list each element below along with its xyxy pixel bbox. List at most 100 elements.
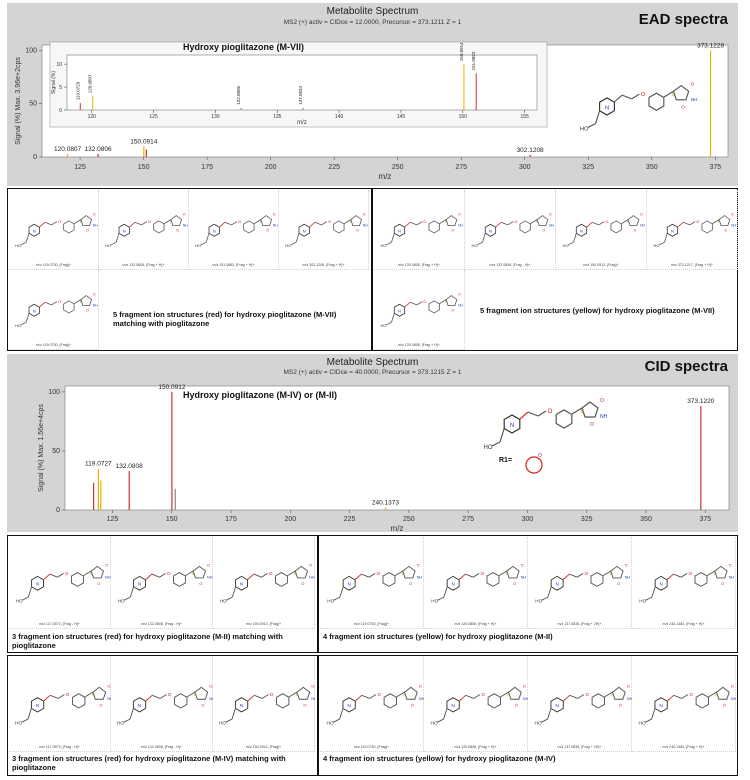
bond: [621, 219, 629, 224]
tzd-ring: [90, 565, 105, 579]
n-label: N: [671, 228, 674, 233]
bond: [651, 708, 656, 720]
bond: [673, 573, 682, 578]
nh-label: NH: [311, 696, 315, 701]
ring: [555, 409, 573, 429]
n-label: N: [213, 228, 216, 233]
bond: [595, 111, 600, 124]
bond: [44, 221, 52, 226]
nh-label: NH: [521, 576, 527, 580]
bond: [567, 241, 574, 246]
tzd-ring: [672, 84, 690, 101]
ead-red-structure: HO O S O NH O N: [105, 213, 188, 248]
ether-o: O: [696, 219, 699, 224]
nh-label: NH: [183, 223, 188, 227]
bond: [110, 241, 117, 246]
bond: [361, 573, 370, 578]
oh-label: HO: [285, 243, 291, 248]
ring: [382, 572, 396, 587]
nh-label: NH: [417, 576, 423, 580]
bond: [394, 570, 404, 577]
oh-label: HO: [327, 598, 334, 603]
nh-label: NH: [691, 97, 698, 103]
ead-inset-xtick-label: 140: [335, 114, 344, 120]
ring: [446, 575, 460, 591]
n-label: N: [555, 703, 559, 709]
s-label: S: [627, 220, 630, 224]
bond: [84, 691, 94, 698]
tzd-ring: [350, 215, 363, 226]
bond: [247, 573, 255, 580]
o-label: O: [543, 229, 546, 233]
ring: [235, 575, 248, 591]
bond: [472, 572, 480, 578]
bond: [404, 221, 411, 228]
bond: [476, 241, 483, 246]
ether-o: O: [58, 219, 61, 224]
bond: [27, 587, 32, 598]
bond: [439, 299, 447, 304]
bond: [591, 221, 599, 226]
n-label: N: [123, 228, 126, 233]
cid-mii-yellow-structure: HO O S O NH O N: [327, 563, 422, 603]
ring: [133, 575, 146, 591]
s-label: S: [296, 692, 299, 697]
tzd-ring: [260, 215, 273, 226]
ead-peak-label: 120.0807: [54, 146, 81, 153]
nh-label: NH: [107, 696, 111, 701]
nh-label: NH: [93, 303, 98, 307]
bond: [134, 221, 142, 226]
cid-xtick-label: 275: [462, 516, 474, 523]
nh-label: NH: [458, 223, 463, 227]
o-label: O: [183, 213, 186, 217]
cid-mii-yellow-cell-label: m/z 119.0730, [Frag]+: [354, 622, 389, 626]
o-label: O: [209, 683, 212, 688]
cid-mii-yellow-cell-label: m/z 240.1383, [Frag + H]+: [662, 622, 705, 626]
o-label: O: [619, 702, 622, 707]
o-label: O: [729, 563, 732, 567]
ead-inset-xtick-label: 150: [459, 114, 468, 120]
oh-label: HO: [535, 721, 542, 727]
s-label: S: [610, 572, 613, 576]
o-label: O: [515, 702, 518, 707]
o-label: O: [590, 422, 594, 428]
n-label: N: [347, 582, 350, 587]
n-label: N: [138, 582, 141, 587]
ring: [30, 697, 45, 713]
o-label: O: [417, 563, 420, 567]
ether-o: O: [548, 409, 553, 415]
cid-mii-red-structure: HO O S O NH O N: [16, 563, 111, 603]
bond: [573, 233, 577, 243]
ring: [234, 697, 249, 713]
nh-label: NH: [419, 696, 424, 701]
bond: [537, 410, 547, 417]
n-label: N: [240, 703, 244, 709]
ring: [393, 303, 406, 317]
ead-red-cell-label: m/z 302.1208, [Frag + H]+: [302, 263, 345, 267]
cid-ytick-label: 100: [48, 389, 60, 396]
bond: [27, 708, 32, 720]
ether-o: O: [66, 692, 70, 698]
n-label: N: [138, 703, 142, 709]
n-label: N: [510, 423, 514, 429]
nh-label: NH: [627, 696, 632, 701]
bond: [663, 90, 674, 98]
bond: [51, 221, 58, 226]
n-label: N: [555, 582, 558, 587]
ead-inset-peak-label: 119.0729: [75, 81, 80, 100]
ring: [428, 300, 440, 314]
o-label: O: [634, 229, 637, 233]
